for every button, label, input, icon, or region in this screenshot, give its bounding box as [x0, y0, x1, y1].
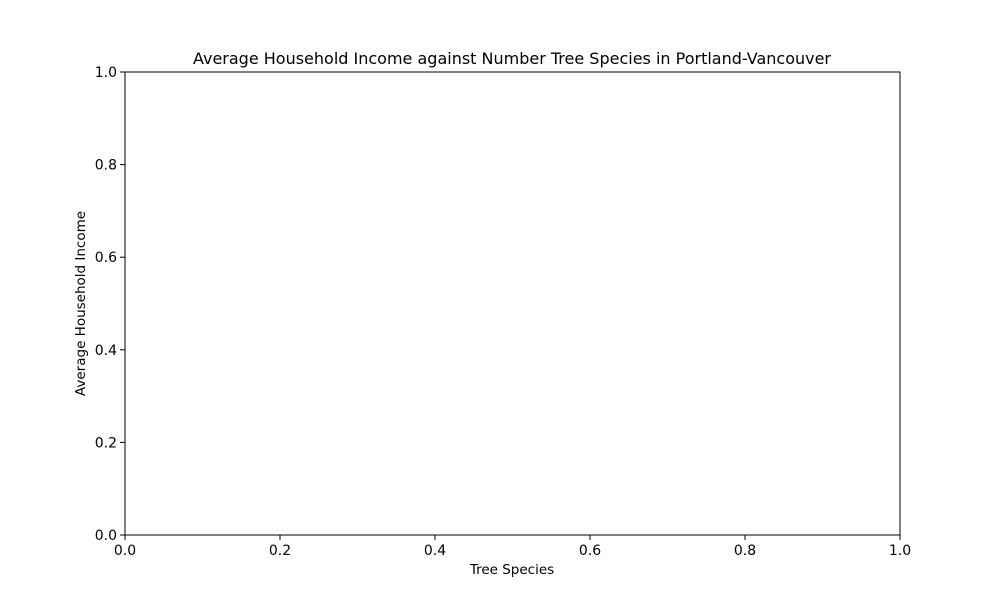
y-axis-ticks: 0.0 0.2 0.4 0.6 0.8 1.0 [95, 65, 125, 544]
x-tick-label: 0.2 [269, 543, 291, 559]
plot-area [124, 71, 901, 536]
y-tick-label: 1.0 [95, 65, 117, 81]
y-tick-label: 0.4 [95, 343, 117, 359]
y-tick-label: 0.6 [95, 250, 117, 266]
y-tick-label: 0.8 [95, 158, 117, 174]
x-tick-label: 0.4 [424, 543, 446, 559]
x-tick-label: 0.0 [114, 543, 136, 559]
x-tick-label: 0.6 [579, 543, 601, 559]
x-axis-label: Tree Species [469, 562, 554, 578]
y-axis-label: Average Household Income [73, 211, 89, 396]
y-tick-label: 0.2 [95, 435, 117, 451]
x-axis-ticks: 0.0 0.2 0.4 0.6 0.8 1.0 [114, 535, 911, 559]
chart-title: Average Household Income against Number … [193, 49, 831, 68]
x-tick-label: 0.8 [734, 543, 756, 559]
x-tick-label: 1.0 [889, 543, 911, 559]
y-tick-label: 0.0 [95, 528, 117, 544]
